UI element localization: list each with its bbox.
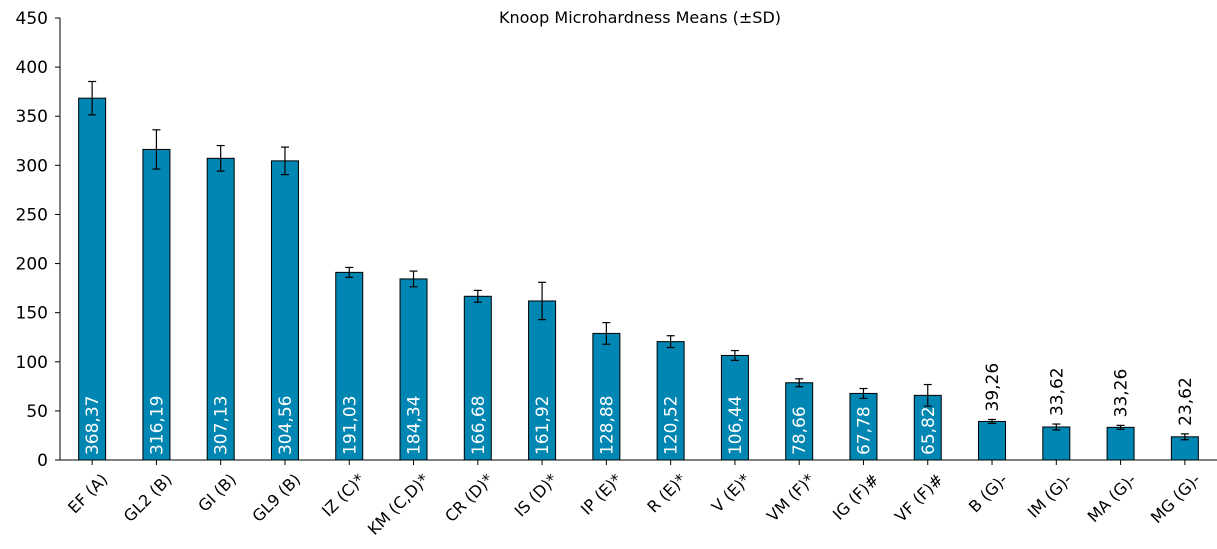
x-tick-label: R (E)*	[643, 470, 690, 517]
error-bar	[730, 349, 739, 361]
error-bars	[88, 80, 1189, 441]
x-axis-labels: EF (A) GL2 (B) GI (B) GL9 (B) IZ (C)*KM (C,D…	[64, 460, 1204, 539]
value-label: 184,34	[405, 396, 425, 455]
x-tick-label: IM (G)-	[1024, 470, 1076, 522]
value-label: 304,56	[276, 396, 296, 455]
value-label: 316,19	[147, 396, 167, 455]
x-tick-label: GL9 (B)	[248, 470, 304, 526]
bar	[1106, 426, 1135, 461]
x-tick-label: GL2 (B)	[120, 470, 176, 526]
y-axis-ticks: 0 50 100 150 200 250 300 350 400 450	[16, 9, 60, 471]
y-tick-label: 450	[16, 9, 48, 29]
error-bar	[1052, 423, 1061, 431]
y-tick-label: 400	[16, 58, 48, 78]
error-bar	[923, 383, 932, 407]
value-label: 39,26	[983, 363, 1003, 412]
x-tick-label: B (G)-	[965, 470, 1011, 516]
value-label: 161,92	[533, 396, 553, 455]
error-bar	[602, 322, 611, 345]
bar	[656, 341, 685, 461]
value-label: 368,37	[83, 396, 103, 455]
value-label: 128,88	[597, 396, 617, 455]
x-tick-label: IS (D)*	[511, 470, 562, 521]
x-tick-label: GI (B)	[194, 470, 240, 516]
bars	[78, 97, 1199, 461]
x-tick-label: IP (E)*	[577, 470, 626, 519]
y-tick-label: 300	[16, 156, 48, 176]
error-bar	[345, 266, 354, 278]
bar	[78, 97, 107, 461]
value-label: 23,62	[1176, 377, 1196, 426]
error-bar	[473, 289, 482, 303]
value-label: 78,66	[790, 406, 810, 455]
x-tick-label: MA (G)-	[1084, 470, 1140, 526]
y-tick-label: 350	[16, 107, 48, 127]
error-bar	[538, 281, 547, 321]
y-tick-label: 0	[37, 451, 48, 471]
y-tick-label: 150	[16, 304, 48, 324]
error-bar	[988, 418, 997, 425]
y-tick-label: 250	[16, 205, 48, 225]
x-tick-label: CR (D)*	[441, 470, 497, 526]
value-label: 106,44	[726, 396, 746, 455]
y-tick-label: 100	[16, 353, 48, 373]
bar	[978, 420, 1007, 461]
error-bar	[666, 335, 675, 349]
chart-title: Knoop Microhardness Means (±SD)	[499, 8, 781, 27]
x-tick-label: VM (F)*	[763, 470, 819, 526]
error-bar	[152, 129, 161, 170]
value-label: 191,03	[340, 396, 360, 455]
x-tick-label: EF (A)	[64, 470, 111, 517]
value-label: 33,26	[1112, 369, 1132, 418]
value-label: 166,68	[469, 396, 489, 455]
error-bar	[795, 378, 804, 388]
bar	[463, 295, 492, 461]
x-tick-label: VF (F)#	[891, 470, 947, 526]
y-tick-label: 50	[26, 402, 48, 422]
error-bar	[859, 387, 868, 399]
error-bar	[88, 80, 97, 116]
x-tick-label: MG (G)-	[1147, 470, 1204, 527]
error-bar	[1180, 433, 1189, 441]
value-label: 33,62	[1047, 367, 1067, 416]
y-tick-label: 200	[16, 255, 48, 275]
error-bar	[1116, 424, 1125, 430]
bar	[720, 354, 749, 461]
x-tick-label: KM (C,D)*	[364, 470, 433, 539]
error-bar	[409, 270, 418, 288]
error-bar	[280, 146, 289, 176]
x-tick-label: IG (F)#	[829, 470, 883, 524]
value-label: 307,13	[212, 396, 232, 455]
value-label: 67,78	[854, 406, 874, 455]
x-tick-label: IZ (C)*	[318, 470, 369, 521]
value-label: 120,52	[662, 396, 682, 455]
error-bar	[216, 144, 225, 172]
bar	[785, 382, 814, 461]
value-label: 65,82	[919, 406, 939, 455]
value-labels: 368,37 316,19 307,13 304,56 191,03 184,34 166,…	[83, 363, 1196, 455]
bar	[1042, 426, 1071, 461]
bar	[528, 300, 557, 461]
x-tick-label: V (E)*	[708, 470, 754, 516]
